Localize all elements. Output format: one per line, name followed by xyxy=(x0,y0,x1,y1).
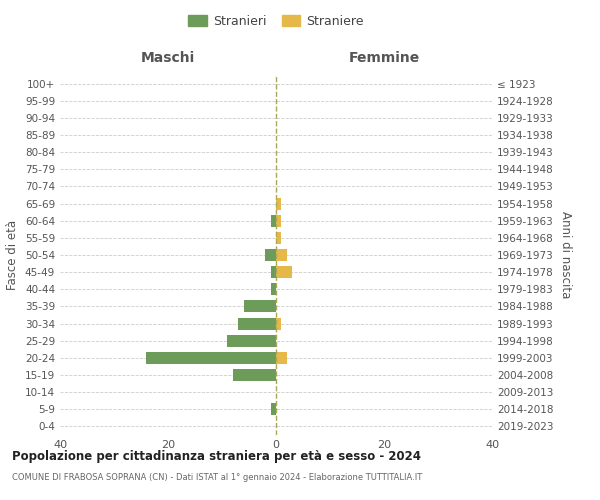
Bar xyxy=(276,318,281,330)
Y-axis label: Anni di nascita: Anni di nascita xyxy=(559,212,572,298)
Text: Maschi: Maschi xyxy=(141,50,195,64)
Bar xyxy=(146,352,276,364)
Text: COMUNE DI FRABOSA SOPRANA (CN) - Dati ISTAT al 1° gennaio 2024 - Elaborazione TU: COMUNE DI FRABOSA SOPRANA (CN) - Dati IS… xyxy=(12,472,422,482)
Text: Femmine: Femmine xyxy=(349,50,419,64)
Legend: Stranieri, Straniere: Stranieri, Straniere xyxy=(184,11,368,32)
Bar xyxy=(244,300,276,312)
Bar xyxy=(271,266,276,278)
Bar xyxy=(233,369,276,381)
Bar xyxy=(276,266,292,278)
Bar xyxy=(265,249,276,261)
Bar xyxy=(271,284,276,296)
Bar xyxy=(271,214,276,226)
Y-axis label: Fasce di età: Fasce di età xyxy=(7,220,19,290)
Bar xyxy=(227,334,276,346)
Bar xyxy=(276,198,281,209)
Bar xyxy=(238,318,276,330)
Bar xyxy=(276,352,287,364)
Text: Popolazione per cittadinanza straniera per età e sesso - 2024: Popolazione per cittadinanza straniera p… xyxy=(12,450,421,463)
Bar xyxy=(276,249,287,261)
Bar xyxy=(276,214,281,226)
Bar xyxy=(276,232,281,244)
Bar xyxy=(271,404,276,415)
